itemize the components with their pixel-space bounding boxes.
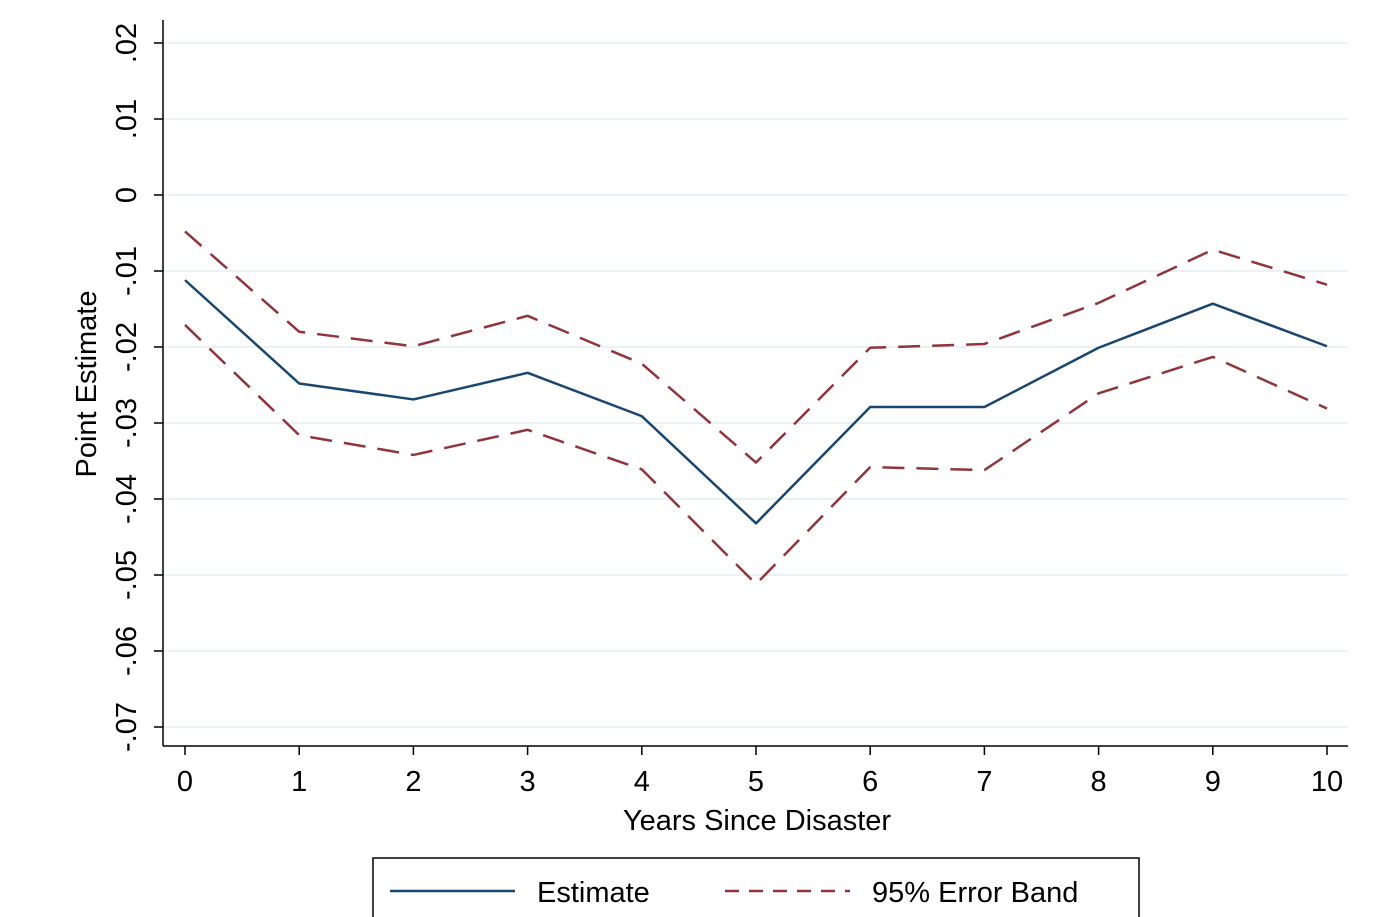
gridlines xyxy=(163,42,1348,728)
y-tick-label-4: -.03 xyxy=(111,398,143,448)
x-tick-label-7: 7 xyxy=(976,766,992,798)
y-tick-label-3: -.04 xyxy=(111,474,143,524)
x-tick-label-5: 5 xyxy=(748,766,764,798)
x-tick-label-2: 2 xyxy=(405,766,421,798)
y-tick-label-2: -.05 xyxy=(111,550,143,600)
y-axis-title: Point Estimate xyxy=(71,291,103,478)
y-tick-label-6: -.01 xyxy=(111,246,143,296)
y-tick-label-7: 0 xyxy=(111,187,143,203)
series-line-error-band-lower xyxy=(184,324,1328,586)
legend: Estimate 95% Error Band xyxy=(372,857,1140,917)
y-tick-label-0: -.07 xyxy=(111,702,143,752)
legend-label-error-band: 95% Error Band xyxy=(872,877,1078,909)
legend-box xyxy=(372,857,1140,917)
x-tick-label-0: 0 xyxy=(177,766,193,798)
series-line-error-band-upper xyxy=(184,230,1328,464)
series-line-estimate xyxy=(184,279,1328,525)
x-ticks: 0 1 2 3 4 5 6 7 8 9 10 xyxy=(177,746,1343,798)
x-tick-label-9: 9 xyxy=(1205,766,1221,798)
x-axis-title: Years Since Disaster xyxy=(623,805,891,837)
legend-label-estimate: Estimate xyxy=(537,877,650,909)
y-ticks: -.07 -.06 -.05 -.04 -.03 -.02 -.01 0 .01 .02 xyxy=(111,23,163,752)
series-layer xyxy=(184,230,1328,586)
x-tick-label-4: 4 xyxy=(634,766,650,798)
y-tick-label-9: .02 xyxy=(111,23,143,63)
x-tick-label-10: 10 xyxy=(1311,766,1343,798)
y-tick-label-1: -.06 xyxy=(111,626,143,676)
x-tick-label-8: 8 xyxy=(1091,766,1107,798)
x-tick-label-6: 6 xyxy=(862,766,878,798)
x-tick-label-3: 3 xyxy=(520,766,536,798)
axes: -.07 -.06 -.05 -.04 -.03 -.02 -.01 0 .01 .02 0 1 2 3… xyxy=(111,20,1348,798)
x-tick-label-1: 1 xyxy=(291,766,307,798)
y-tick-label-5: -.02 xyxy=(111,322,143,372)
y-tick-label-8: .01 xyxy=(111,99,143,139)
